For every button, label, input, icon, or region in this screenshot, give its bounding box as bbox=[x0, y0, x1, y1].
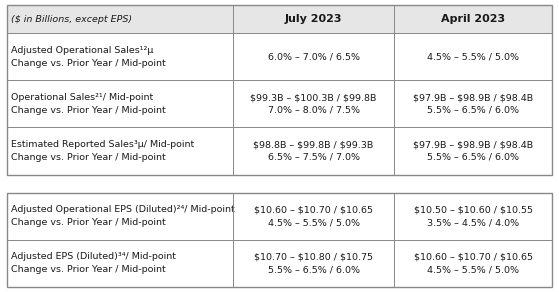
Text: $10.60 – $10.70 / $10.65
4.5% – 5.5% / 5.0%: $10.60 – $10.70 / $10.65 4.5% – 5.5% / 5… bbox=[414, 252, 533, 274]
Text: $98.8B – $99.8B / $99.3B
6.5% – 7.5% / 7.0%: $98.8B – $99.8B / $99.3B 6.5% – 7.5% / 7… bbox=[253, 140, 374, 162]
Text: Adjusted Operational EPS (Diluted)²⁴/ Mid-point
Change vs. Prior Year / Mid-poin: Adjusted Operational EPS (Diluted)²⁴/ Mi… bbox=[11, 205, 235, 227]
Text: $10.50 – $10.60 / $10.55
3.5% – 4.5% / 4.0%: $10.50 – $10.60 / $10.55 3.5% – 4.5% / 4… bbox=[414, 205, 533, 227]
Bar bbox=[7, 33, 552, 80]
Text: $10.70 – $10.80 / $10.75
5.5% – 6.5% / 6.0%: $10.70 – $10.80 / $10.75 5.5% – 6.5% / 6… bbox=[254, 252, 373, 274]
Text: Adjusted Operational Sales¹²µ
Change vs. Prior Year / Mid-point: Adjusted Operational Sales¹²µ Change vs.… bbox=[11, 46, 166, 68]
Bar bbox=[7, 5, 552, 33]
Text: July 2023: July 2023 bbox=[285, 14, 342, 24]
Text: ($ in Billions, except EPS): ($ in Billions, except EPS) bbox=[11, 15, 132, 24]
Text: Estimated Reported Sales³µ/ Mid-point
Change vs. Prior Year / Mid-point: Estimated Reported Sales³µ/ Mid-point Ch… bbox=[11, 140, 195, 162]
Bar bbox=[7, 240, 552, 287]
Text: $97.9B – $98.9B / $98.4B
5.5% – 6.5% / 6.0%: $97.9B – $98.9B / $98.4B 5.5% – 6.5% / 6… bbox=[413, 93, 533, 115]
Text: $97.9B – $98.9B / $98.4B
5.5% – 6.5% / 6.0%: $97.9B – $98.9B / $98.4B 5.5% – 6.5% / 6… bbox=[413, 140, 533, 162]
Text: 4.5% – 5.5% / 5.0%: 4.5% – 5.5% / 5.0% bbox=[427, 52, 519, 61]
Text: $99.3B – $100.3B / $99.8B
7.0% – 8.0% / 7.5%: $99.3B – $100.3B / $99.8B 7.0% – 8.0% / … bbox=[250, 93, 377, 115]
Bar bbox=[7, 5, 552, 175]
Text: Operational Sales²¹/ Mid-point
Change vs. Prior Year / Mid-point: Operational Sales²¹/ Mid-point Change vs… bbox=[11, 93, 166, 115]
Text: $10.60 – $10.70 / $10.65
4.5% – 5.5% / 5.0%: $10.60 – $10.70 / $10.65 4.5% – 5.5% / 5… bbox=[254, 205, 373, 227]
Text: 6.0% – 7.0% / 6.5%: 6.0% – 7.0% / 6.5% bbox=[268, 52, 359, 61]
Bar bbox=[7, 193, 552, 240]
Bar bbox=[7, 128, 552, 175]
Bar bbox=[7, 80, 552, 128]
Bar bbox=[7, 193, 552, 287]
Text: April 2023: April 2023 bbox=[441, 14, 505, 24]
Text: Adjusted EPS (Diluted)³⁴/ Mid-point
Change vs. Prior Year / Mid-point: Adjusted EPS (Diluted)³⁴/ Mid-point Chan… bbox=[11, 252, 176, 274]
